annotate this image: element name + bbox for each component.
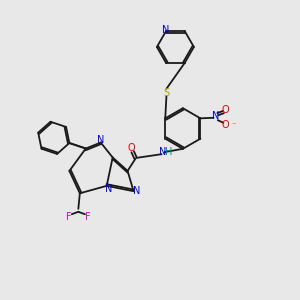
- Text: O: O: [222, 120, 229, 130]
- Text: F: F: [85, 212, 91, 222]
- Text: ⁻: ⁻: [231, 121, 236, 130]
- Text: F: F: [66, 212, 72, 222]
- Text: N: N: [159, 147, 167, 157]
- Text: O: O: [127, 142, 135, 153]
- Text: O: O: [222, 105, 229, 115]
- Text: N: N: [97, 135, 104, 145]
- Text: H: H: [165, 147, 172, 157]
- Text: N: N: [134, 186, 141, 196]
- Text: N: N: [104, 184, 112, 194]
- Text: N: N: [162, 25, 169, 35]
- Text: S: S: [164, 88, 169, 98]
- Text: N: N: [212, 111, 220, 121]
